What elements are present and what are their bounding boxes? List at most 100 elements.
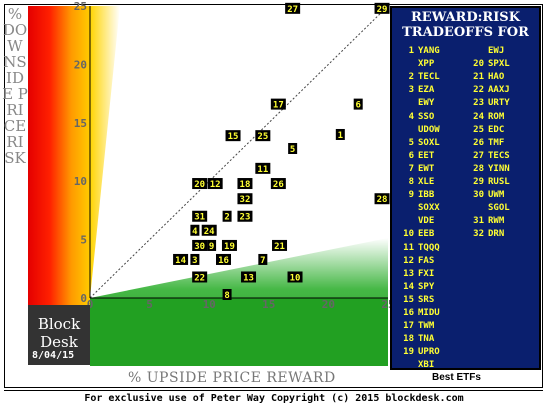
legend-ticker: TMF bbox=[488, 137, 505, 148]
data-point-label: 26 bbox=[273, 180, 284, 190]
legend-number: 18 bbox=[403, 334, 414, 345]
data-point-label: 15 bbox=[228, 132, 239, 142]
data-point-marker: 12 bbox=[207, 178, 223, 190]
y-tick-label: 25 bbox=[74, 0, 87, 13]
legend-number: 8 bbox=[408, 177, 414, 187]
data-point-marker: 18 bbox=[237, 178, 253, 190]
legend-number: 28 bbox=[473, 163, 484, 174]
legend-number: 25 bbox=[473, 124, 484, 135]
footer-divider bbox=[4, 390, 543, 391]
legend-number: 27 bbox=[473, 150, 484, 161]
legend-ticker: URTY bbox=[488, 98, 510, 109]
data-point-box bbox=[207, 178, 223, 190]
data-point-marker: 24 bbox=[201, 224, 217, 237]
data-point-box bbox=[258, 253, 268, 265]
data-point-label: 10 bbox=[290, 273, 301, 283]
data-point-box bbox=[353, 98, 363, 110]
data-point-marker: 13 bbox=[241, 271, 257, 283]
data-point-label: 7 bbox=[260, 256, 265, 266]
legend-number: 14 bbox=[403, 281, 414, 292]
legend-ticker: TECL bbox=[418, 72, 440, 83]
diagonal-parity-line bbox=[89, 5, 389, 299]
data-point-label: 1 bbox=[338, 131, 343, 141]
legend-number: 1 bbox=[408, 46, 414, 56]
data-point-marker: 23 bbox=[237, 210, 253, 223]
badge-line-2: Desk bbox=[40, 333, 78, 351]
data-point-label: 21 bbox=[274, 242, 285, 252]
data-point-box bbox=[374, 193, 390, 205]
data-point-box bbox=[222, 210, 232, 222]
legend-number: 26 bbox=[473, 137, 484, 148]
data-point-box bbox=[287, 271, 303, 283]
data-point-label: 9 bbox=[209, 242, 214, 252]
data-point-marker: 21 bbox=[272, 239, 288, 252]
data-point-box bbox=[285, 2, 301, 14]
y-tick-label: 5 bbox=[80, 234, 87, 247]
legend-ticker: YINN bbox=[488, 163, 510, 174]
data-point-box bbox=[192, 210, 208, 222]
data-point-box bbox=[225, 130, 241, 142]
x-tick-label: 5 bbox=[146, 298, 153, 311]
data-point-label: 22 bbox=[194, 273, 205, 283]
data-point-marker: 10 bbox=[287, 271, 303, 283]
green-band bbox=[90, 298, 388, 366]
legend-number: 16 bbox=[403, 308, 414, 318]
legend-ticker: UDOW bbox=[418, 124, 440, 135]
data-point-label: 3 bbox=[192, 256, 197, 266]
legend-ticker: EZA bbox=[418, 85, 435, 96]
legend-ticker: UPRO bbox=[418, 347, 440, 358]
legend-ticker: RWM bbox=[488, 216, 505, 227]
data-point-box bbox=[207, 239, 217, 251]
legend-ticker: XBI bbox=[418, 360, 435, 371]
legend-number: 31 bbox=[473, 216, 484, 227]
data-point-marker: 7 bbox=[258, 253, 268, 266]
data-point-marker: 25 bbox=[255, 130, 271, 142]
data-points: 1234567891011121314151618192021222324252… bbox=[173, 2, 390, 301]
data-point-label: 12 bbox=[210, 180, 221, 190]
legend-ticker: EEB bbox=[418, 229, 435, 240]
best-etfs-label: Best ETFs bbox=[432, 372, 481, 383]
data-point-box bbox=[237, 210, 253, 222]
data-point-marker: 9 bbox=[207, 239, 217, 252]
legend-number: 17 bbox=[403, 321, 414, 332]
data-point-label: 24 bbox=[204, 227, 215, 237]
y-tick-label: 0 bbox=[80, 292, 87, 305]
legend-number: 19 bbox=[403, 347, 414, 358]
data-point-label: 32 bbox=[240, 195, 251, 205]
yellow-zone bbox=[90, 6, 120, 298]
legend-ticker: SPXL bbox=[488, 59, 510, 70]
legend-number: 11 bbox=[403, 242, 414, 253]
legend-number: 24 bbox=[473, 111, 484, 122]
data-point-box bbox=[192, 178, 208, 190]
legend-ticker: AAXJ bbox=[488, 85, 510, 96]
legend-number: 29 bbox=[473, 177, 484, 187]
data-point-marker: 31 bbox=[192, 210, 208, 223]
legend-ticker: EWY bbox=[418, 98, 435, 109]
legend-ticker: IBB bbox=[418, 190, 435, 201]
data-point-label: 27 bbox=[287, 5, 298, 15]
legend-number: 10 bbox=[403, 229, 414, 240]
data-point-marker: 32 bbox=[237, 193, 253, 205]
legend-title-line-2: TRADEOFFS FOR bbox=[402, 25, 529, 40]
data-point-marker: 3 bbox=[190, 253, 200, 266]
legend-ticker: FAS bbox=[418, 255, 435, 266]
data-point-label: 8 bbox=[224, 291, 229, 301]
date-stamp: 8/04/15 bbox=[32, 350, 75, 361]
legend-ticker: XLE bbox=[418, 177, 435, 187]
data-point-label: 23 bbox=[240, 213, 251, 223]
copyright-footer: For exclusive use of Peter Way Copyright… bbox=[84, 393, 464, 404]
data-point-marker: 22 bbox=[192, 271, 208, 283]
legend-ticker: VDE bbox=[418, 216, 435, 227]
data-point-box bbox=[270, 98, 286, 110]
data-point-label: 28 bbox=[377, 195, 388, 205]
data-point-marker: 15 bbox=[225, 130, 241, 142]
legend-ticker: EWJ bbox=[488, 46, 505, 56]
data-point-box bbox=[255, 130, 271, 142]
legend-ticker: EDC bbox=[488, 124, 505, 135]
data-point-marker: 28 bbox=[374, 193, 390, 205]
data-point-marker: 5 bbox=[288, 142, 298, 155]
data-point-label: 29 bbox=[377, 5, 388, 15]
data-point-marker: 27 bbox=[285, 2, 301, 15]
legend-number: 23 bbox=[473, 98, 484, 109]
legend-ticker: SPY bbox=[418, 281, 435, 292]
